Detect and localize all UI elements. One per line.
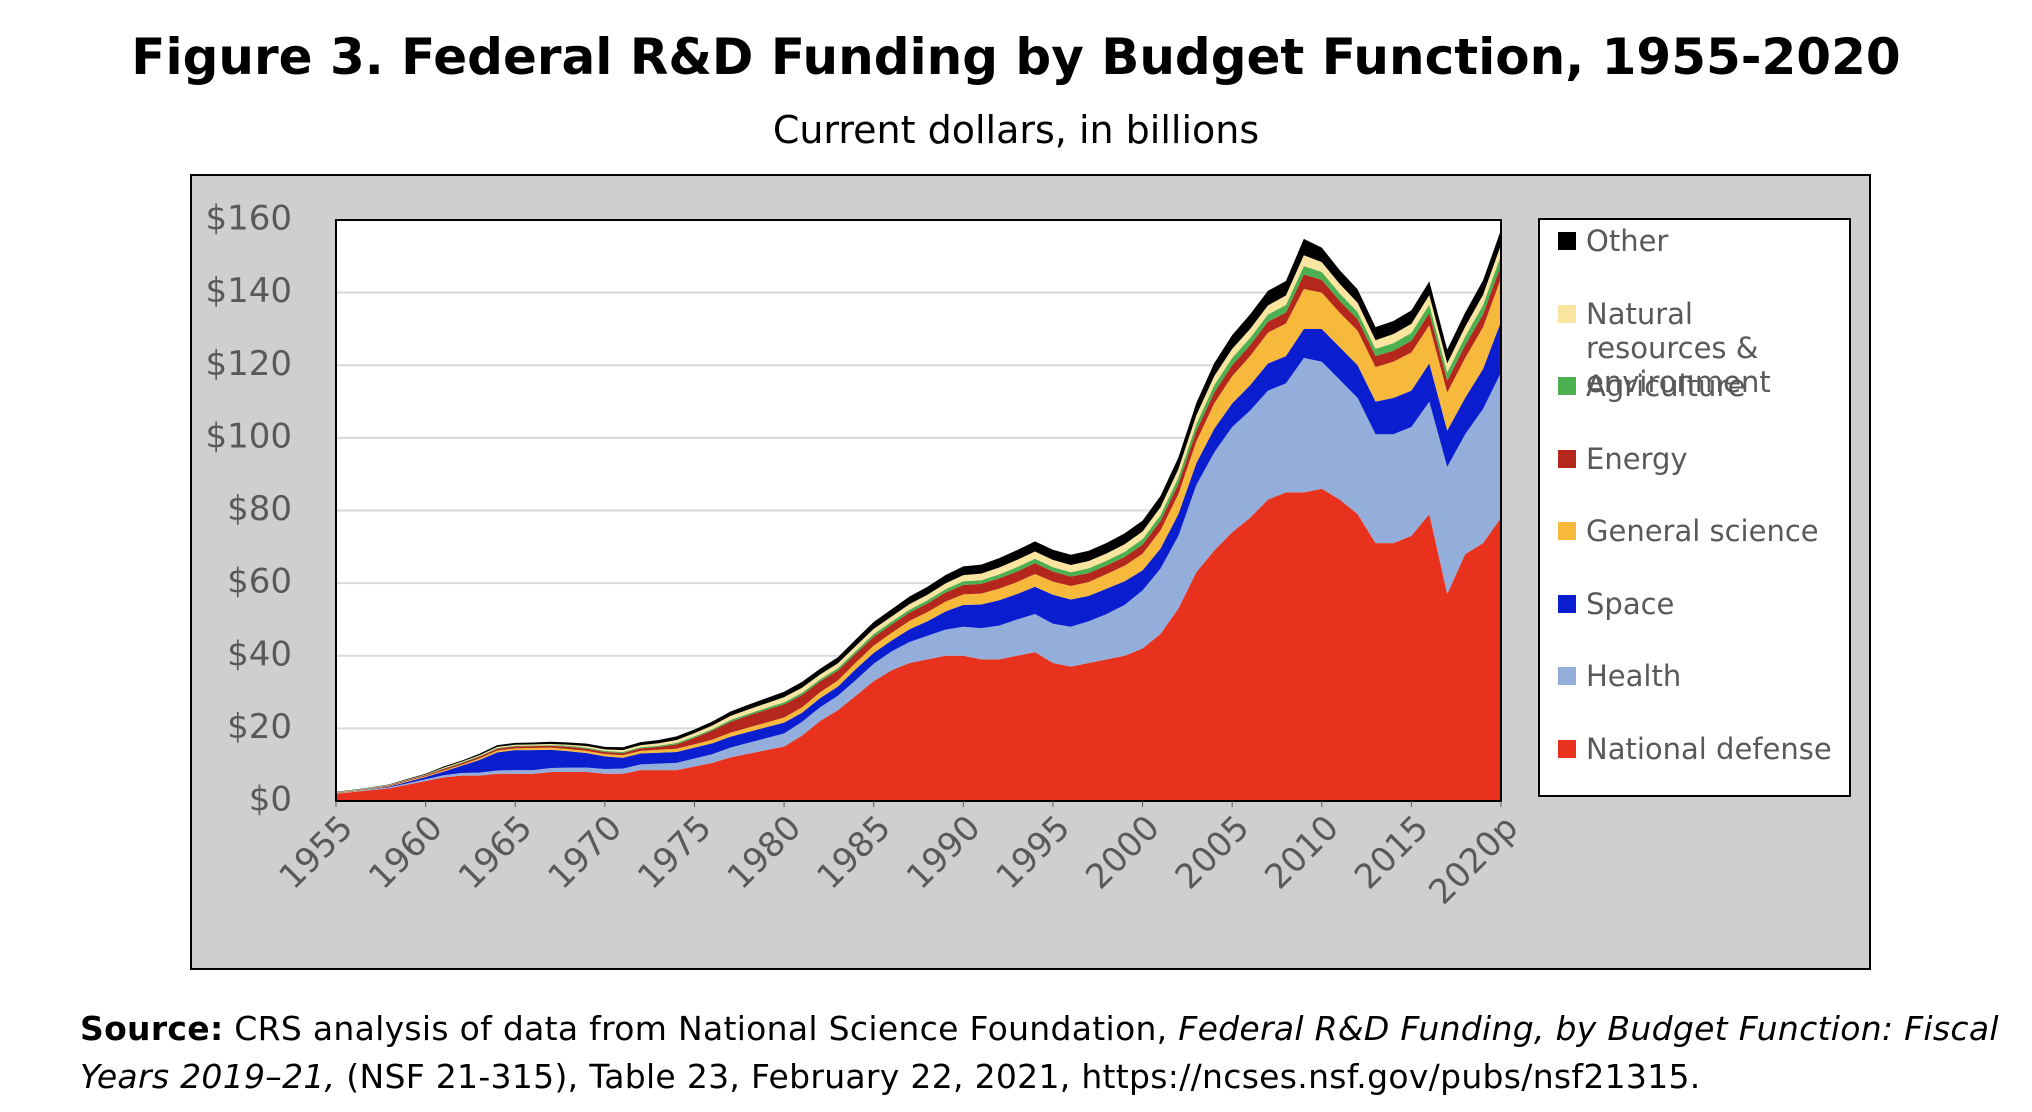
legend-entry: Natural resources & environment [1540, 297, 1849, 399]
chart-title: Figure 3. Federal R&D Funding by Budget … [131, 28, 1901, 86]
legend-label: General science [1586, 514, 1819, 548]
y-tick-label: $140 [205, 271, 292, 311]
legend-swatch [1558, 304, 1576, 323]
legend-entry: Energy [1540, 442, 1849, 515]
legend-swatch [1558, 522, 1576, 540]
legend-entry: Agriculture [1540, 369, 1849, 442]
legend-label: Other [1586, 224, 1669, 258]
legend-label: Space [1586, 586, 1675, 621]
legend-swatch [1558, 594, 1576, 613]
legend-entry: General science [1540, 514, 1849, 587]
legend-swatch [1558, 232, 1576, 250]
legend-label: Agriculture [1586, 369, 1746, 403]
y-tick-label: $20 [227, 707, 292, 747]
legend-entry: Other [1540, 224, 1849, 297]
y-tick-label: $160 [205, 199, 292, 239]
area [336, 488, 1501, 801]
legend-label: National defense [1586, 731, 1832, 766]
legend-label: Energy [1586, 441, 1688, 476]
source-note: Source: CRS analysis of data from Nation… [80, 1005, 2020, 1101]
y-tick-label: $0 [249, 780, 292, 820]
legend-swatch [1558, 377, 1576, 395]
y-tick-label: $60 [227, 562, 292, 602]
legend-label: Health [1586, 659, 1682, 693]
source-label: Source: [80, 1009, 224, 1048]
source-details: (NSF 21-315), Table 23, February 22, 202… [346, 1057, 1701, 1096]
y-tick-label: $120 [205, 344, 292, 384]
legend-entry: National defense [1540, 732, 1849, 805]
plot-border [335, 219, 1502, 802]
y-tick-label: $40 [227, 634, 292, 674]
y-tick-label: $80 [227, 489, 292, 529]
legend-swatch [1558, 449, 1576, 468]
legend-entry: Space [1540, 587, 1849, 660]
legend-entry: Health [1540, 659, 1849, 732]
area [336, 321, 1501, 794]
chart-subtitle: Current dollars, in billions [772, 108, 1260, 152]
source-text: CRS analysis of data from National Scien… [234, 1009, 1168, 1048]
legend-label: Natural resources & environment [1586, 296, 1771, 399]
source-publication: Federal R&D Funding, by Budget Function:… [80, 1009, 1999, 1096]
legend-swatch [1558, 667, 1576, 685]
legend-swatch [1558, 739, 1576, 758]
y-tick-label: $100 [205, 416, 292, 456]
legend: Other Natural resources & environment Agri… [1538, 218, 1851, 797]
area [336, 357, 1501, 794]
